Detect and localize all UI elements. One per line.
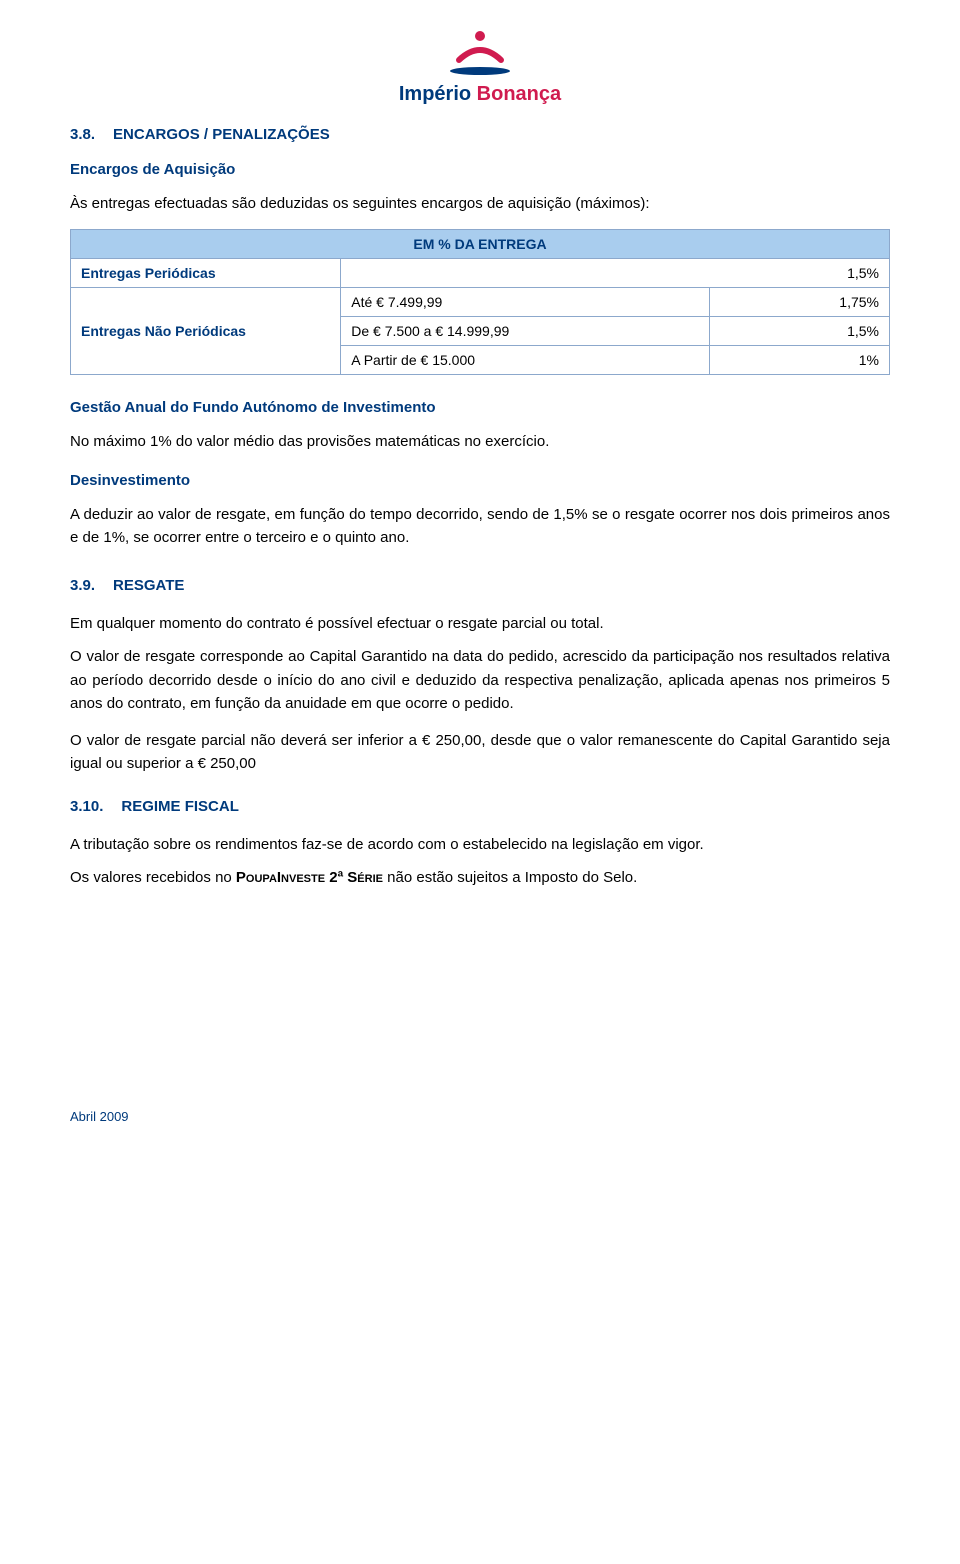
row-range-0: Até € 7.499,99 [341,288,710,317]
row-range-2: A Partir de € 15.000 [341,346,710,375]
s39-p3: O valor de resgate parcial não deverá se… [70,729,890,776]
section-3-9-number: 3.9. [70,577,95,594]
table-header-row: EM % DA ENTREGA [71,230,890,259]
row-value-periodicas: 1,5% [341,259,890,288]
table-row: Entregas Periódicas 1,5% [71,259,890,288]
section-3-10-number: 3.10. [70,798,103,815]
row-range-0-value: 1,75% [709,288,889,317]
section-3-8-number: 3.8. [70,126,95,143]
s310-p2: Os valores recebidos no PoupaInveste 2ª … [70,866,890,889]
row-label-periodicas: Entregas Periódicas [71,259,341,288]
sub-desinvestimento-title: Desinvestimento [70,472,890,489]
section-3-9-title: RESGATE [113,577,184,594]
s310-p2-prefix: Os valores recebidos no [70,869,236,886]
s39-p2: O valor de resgate corresponde ao Capita… [70,645,890,715]
brand-logo: Império Bonança [70,30,890,106]
table-header: EM % DA ENTREGA [71,230,890,259]
section-3-10-title: REGIME FISCAL [121,798,239,815]
row-label-nao-periodicas: Entregas Não Periódicas [71,288,341,375]
s310-product-name: PoupaInveste 2ª Série [236,869,383,886]
logo-text-part2: Bonança [477,83,561,105]
logo-text-part1: Império [399,83,477,105]
section-3-9-heading: 3.9. RESGATE [70,577,890,594]
table-row: Entregas Não Periódicas Até € 7.499,99 1… [71,288,890,317]
page-footer: Abril 2009 [70,1109,890,1124]
logo-icon [445,30,515,81]
s39-p1: Em qualquer momento do contrato é possív… [70,612,890,635]
sub-encargos-aquisicao-title: Encargos de Aquisição [70,161,890,178]
section-3-10-heading: 3.10. REGIME FISCAL [70,798,890,815]
logo-text: Império Bonança [70,83,890,106]
rates-table: EM % DA ENTREGA Entregas Periódicas 1,5%… [70,229,890,375]
sub-encargos-aquisicao-text: Às entregas efectuadas são deduzidas os … [70,192,890,215]
section-3-8-title: ENCARGOS / PENALIZAÇÕES [113,126,330,143]
s310-p1: A tributação sobre os rendimentos faz-se… [70,833,890,856]
sub-gestao-title: Gestão Anual do Fundo Autónomo de Invest… [70,399,890,416]
s310-p2-suffix: não estão sujeitos a Imposto do Selo. [383,869,637,886]
sub-desinvestimento-text: A deduzir ao valor de resgate, em função… [70,503,890,550]
section-3-8-heading: 3.8. ENCARGOS / PENALIZAÇÕES [70,126,890,143]
row-range-1: De € 7.500 a € 14.999,99 [341,317,710,346]
row-range-2-value: 1% [709,346,889,375]
sub-gestao-text: No máximo 1% do valor médio das provisõe… [70,430,890,453]
row-range-1-value: 1,5% [709,317,889,346]
